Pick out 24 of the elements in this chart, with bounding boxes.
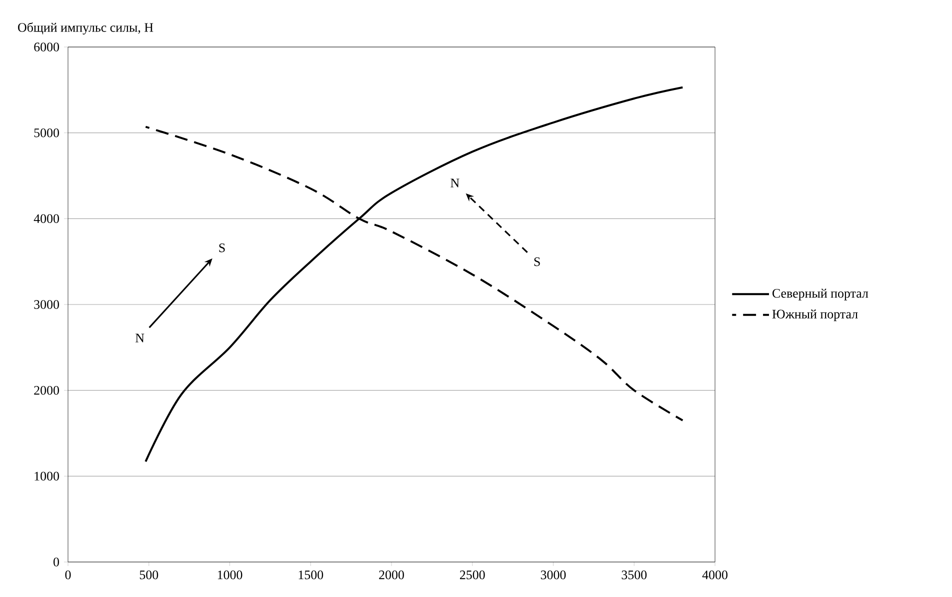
line-series (144, 86, 684, 463)
annotation: S (534, 257, 540, 266)
y-tick-label: 1000 (34, 472, 60, 481)
legend-label: Южный портал (772, 309, 858, 322)
y-axis-title: Общий импульс силы, Н (18, 22, 154, 34)
x-tick-label: 3000 (540, 570, 566, 580)
legend-label: Северный портал (772, 288, 868, 300)
x-tick-label: 4000 (702, 570, 728, 580)
annotation: N (450, 178, 460, 188)
x-tick-label: 1500 (298, 570, 324, 580)
y-tick-label: 3000 (34, 300, 60, 309)
y-tick-label: 6000 (34, 42, 60, 52)
x-tick-label: 0 (65, 570, 71, 580)
annotation: S (219, 243, 225, 252)
annotation: N (136, 334, 144, 342)
y-tick-label: 2000 (34, 386, 60, 395)
x-tick-label: 500 (140, 570, 158, 580)
x-tick-label: 3500 (622, 570, 647, 580)
y-tick-label: 4000 (34, 214, 60, 224)
x-tick-label: 1000 (218, 570, 242, 580)
x-tick-label: 2500 (460, 570, 485, 580)
x-tick-label: 2000 (379, 570, 404, 580)
y-tick-label: 0 (54, 558, 60, 566)
y-tick-label: 5000 (34, 128, 60, 138)
